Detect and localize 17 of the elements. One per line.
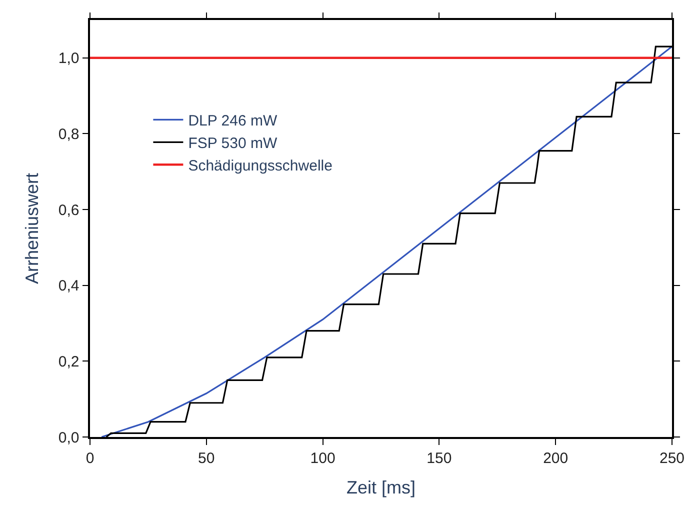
y-tick-label: 0,4	[58, 278, 80, 295]
x-tick-label: 250	[659, 450, 685, 467]
x-tick-label: 50	[198, 450, 215, 467]
y-tick-label: 0,8	[58, 126, 80, 143]
y-tick-label: 0,2	[58, 353, 80, 370]
x-tick-label: 0	[86, 450, 94, 467]
x-tick-label: 150	[426, 450, 452, 467]
x-axis-title: Zeit [ms]	[346, 477, 416, 498]
x-tick-label: 200	[543, 450, 568, 467]
y-axis-title: Arrheniuswert	[22, 172, 42, 284]
y-tick-label: 0,6	[58, 202, 80, 219]
y-tick-label: 1,0	[58, 50, 80, 68]
legend-label: FSP 530 mW	[188, 135, 278, 152]
legend-label: DLP 246 mW	[188, 112, 278, 130]
y-tick-label: 0,0	[58, 429, 80, 446]
legend-label: Schädigungsschwelle	[188, 158, 332, 174]
x-tick-label: 100	[310, 450, 336, 467]
